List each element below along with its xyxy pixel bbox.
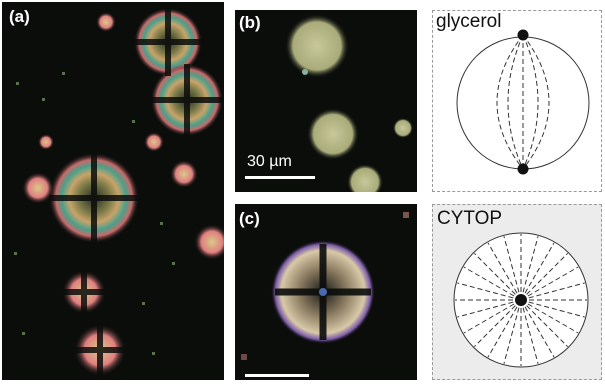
panel-b-micrograph: (b) 30 µm bbox=[235, 10, 417, 192]
top-boojum bbox=[517, 29, 529, 41]
glycerol-label: glycerol bbox=[436, 11, 502, 32]
director-line bbox=[487, 242, 518, 294]
schematic-glycerol: glycerol bbox=[432, 10, 602, 192]
cytop-label: CYTOP bbox=[437, 208, 503, 229]
panel-b-image bbox=[285, 14, 413, 192]
director-line bbox=[503, 236, 520, 293]
bipolar-director-diagram bbox=[456, 29, 590, 175]
bottom-boojum bbox=[517, 163, 529, 175]
scale-bar bbox=[245, 374, 309, 377]
director-line bbox=[527, 266, 579, 297]
director-line bbox=[463, 303, 515, 334]
schematic-cytop: CYTOP bbox=[432, 204, 602, 380]
director-line bbox=[527, 303, 579, 334]
director-line bbox=[528, 282, 585, 299]
director-line bbox=[522, 307, 539, 364]
director-line bbox=[463, 266, 515, 297]
director-line bbox=[522, 236, 539, 293]
scale-bar bbox=[245, 176, 315, 179]
radial-point-defect bbox=[515, 294, 527, 306]
panel-b-label: (b) bbox=[239, 13, 261, 32]
scale-bar-label: 30 µm bbox=[247, 153, 292, 170]
director-line bbox=[524, 242, 555, 294]
director-line bbox=[457, 301, 514, 318]
director-line bbox=[503, 307, 520, 364]
director-line bbox=[457, 282, 514, 299]
panel-a-label: (a) bbox=[9, 7, 30, 26]
director-line bbox=[528, 301, 585, 318]
panel-a-image bbox=[14, 8, 224, 376]
panel-a-micrograph: (a) bbox=[2, 2, 224, 380]
radial-director-diagram bbox=[453, 232, 589, 368]
panel-c-micrograph: (c) bbox=[235, 204, 417, 380]
director-line bbox=[487, 306, 518, 358]
panel-c-image bbox=[241, 212, 409, 360]
director-line bbox=[524, 306, 555, 358]
panel-c-label: (c) bbox=[239, 209, 260, 228]
